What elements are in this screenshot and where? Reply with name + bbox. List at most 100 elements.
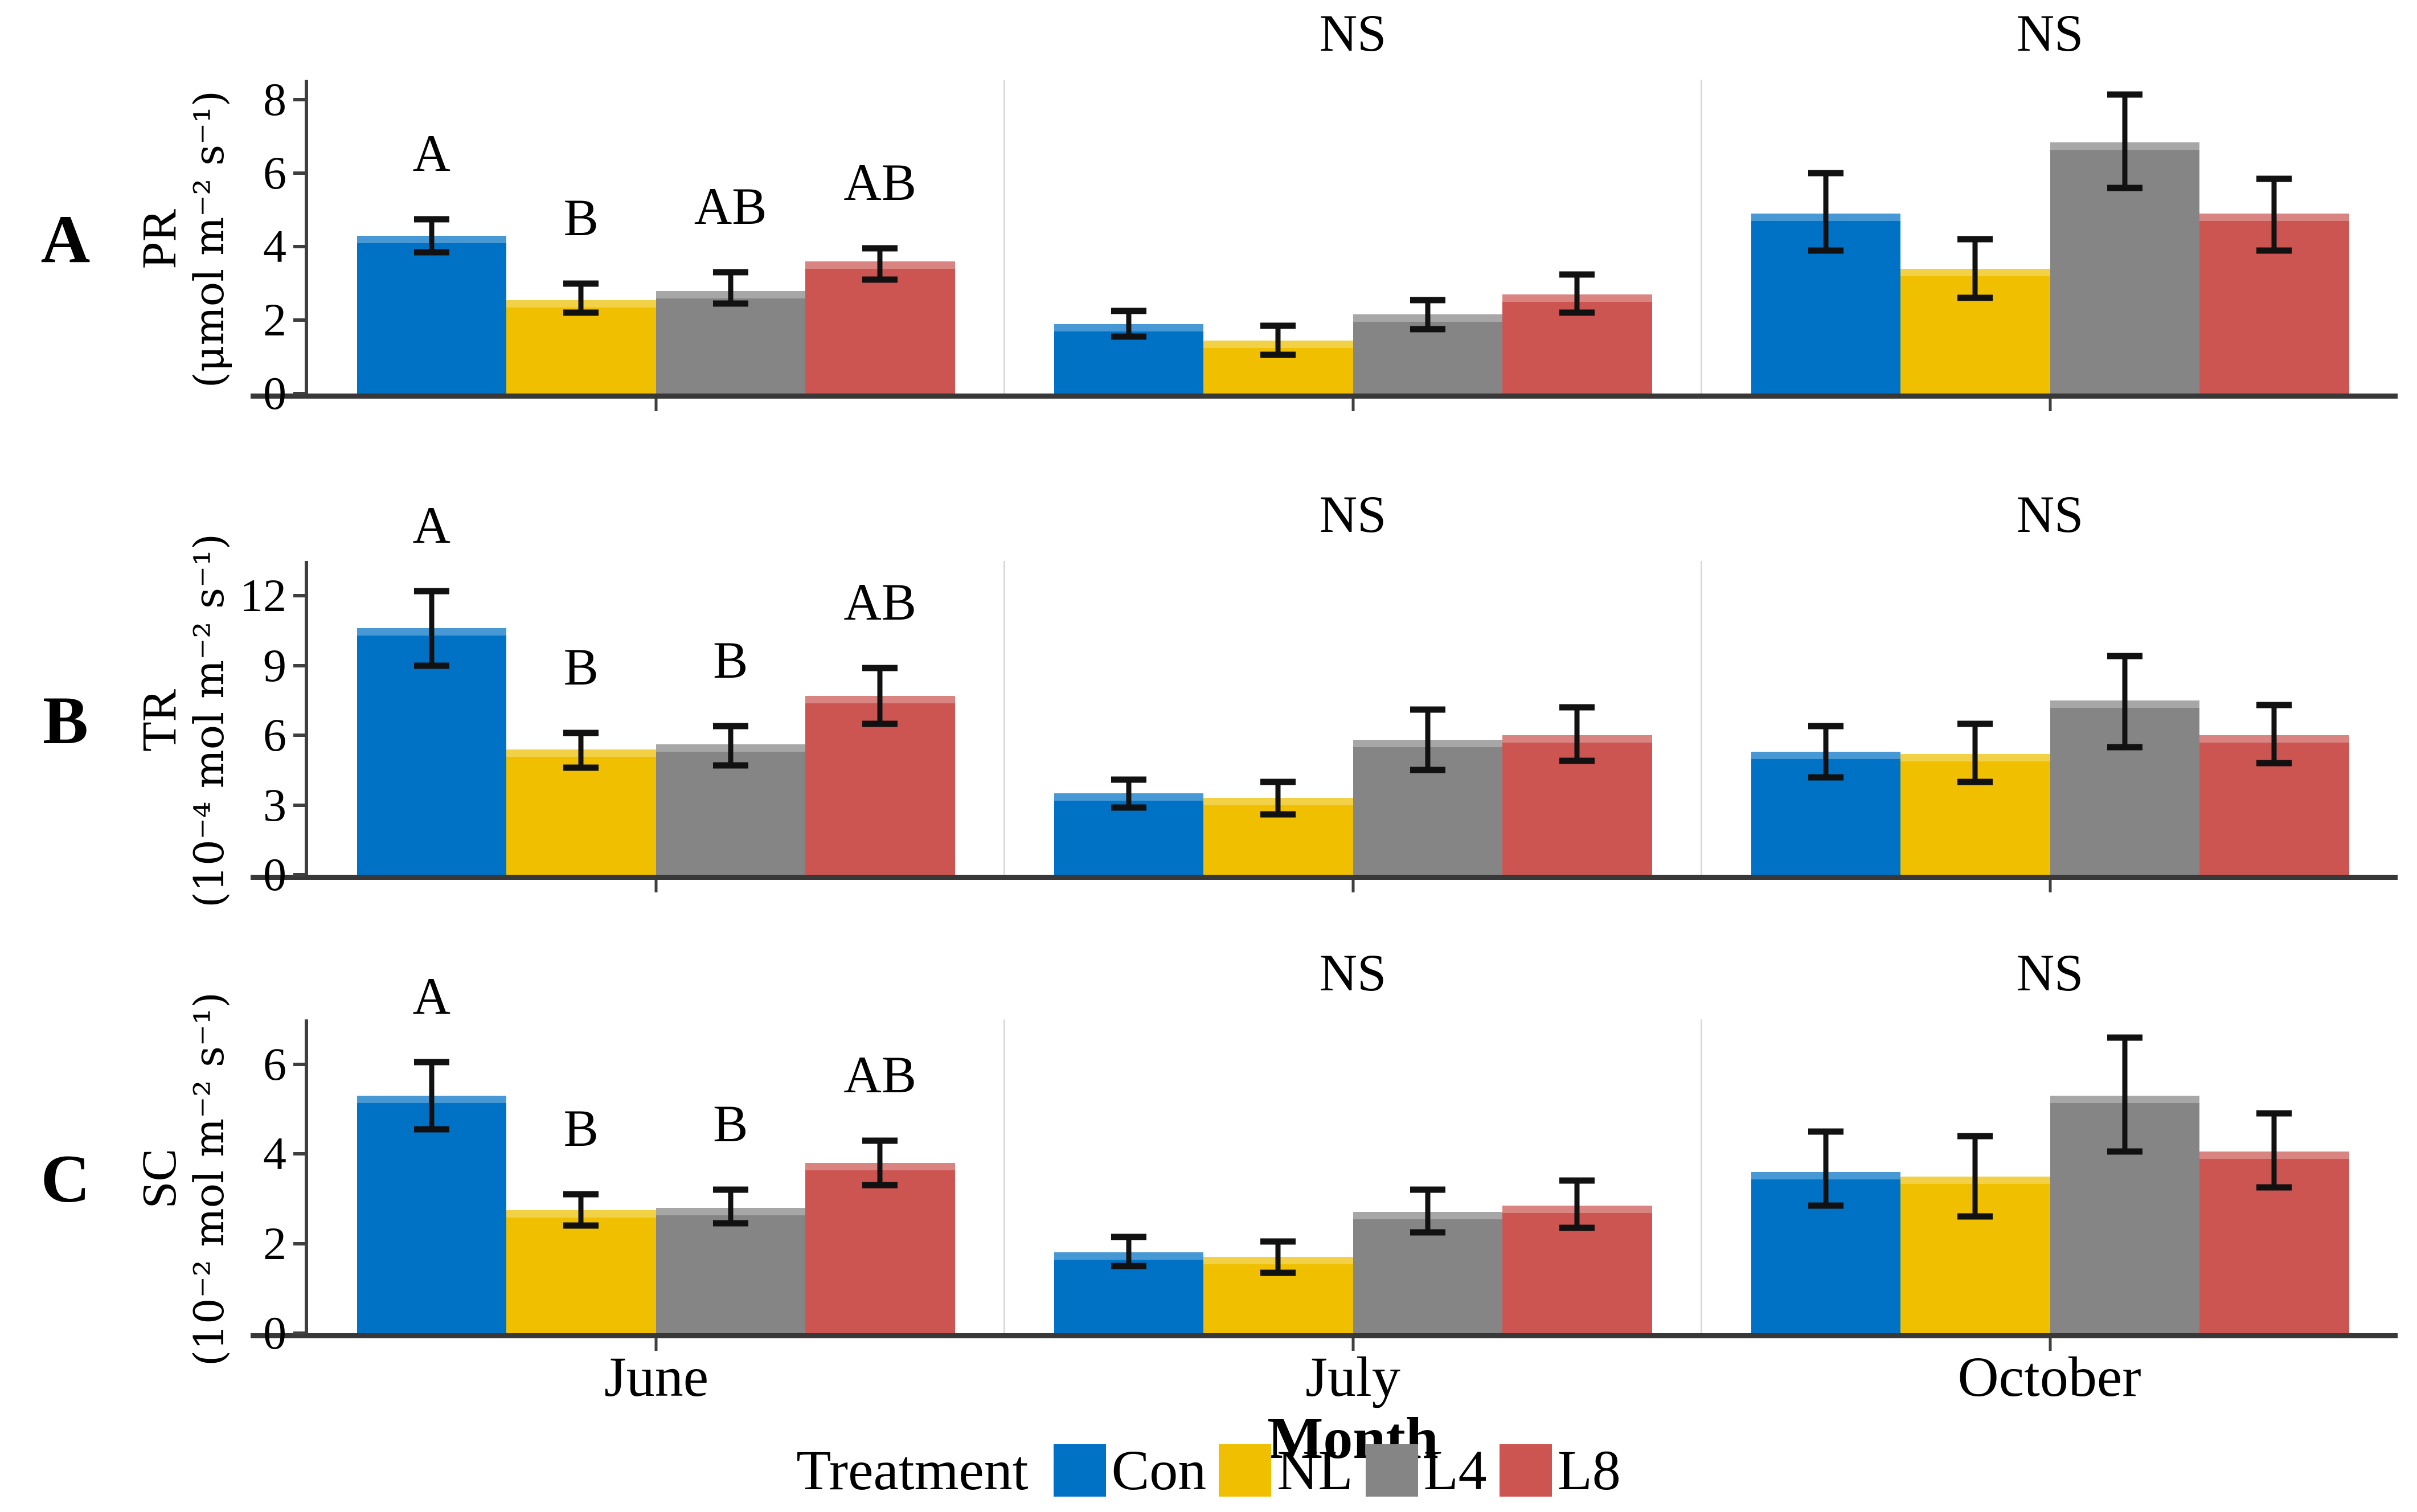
panel-a-october: NS [1701, 7, 2398, 411]
error-bar-line [1275, 325, 1281, 355]
error-bar-line [1275, 1241, 1281, 1273]
error-bar-cap-high [1410, 297, 1445, 304]
bar-nl-july [1203, 340, 1353, 394]
bar-slot-l8-july [1502, 80, 1652, 394]
legend: Treatment Con NL L4 L8 [0, 1442, 2417, 1499]
ns-annotation: NS [2016, 944, 2084, 1002]
bar-slot-l8-july [1502, 1019, 1652, 1333]
bar-group-october [1702, 1019, 2398, 1333]
error-bar-cap-high [862, 665, 898, 671]
legend-title: Treatment [796, 1439, 1029, 1502]
error-bar-line [2122, 94, 2128, 189]
significance-letter: B [713, 1095, 748, 1153]
error-bar-line [728, 272, 734, 304]
error-bar-cap-high [1957, 1133, 1993, 1140]
bar-slot-con-july [1054, 80, 1203, 394]
bar-nl-june [506, 1210, 656, 1333]
bar-slot-nl-july [1203, 561, 1353, 875]
error-bar-cap-low [2256, 1184, 2292, 1191]
y-tick-mark [293, 1152, 305, 1156]
error-bar-cap-high [1410, 706, 1445, 713]
error-bar-cap-high [1260, 322, 1296, 329]
legend-label-l8: L8 [1557, 1439, 1621, 1502]
error-bar-line [1126, 779, 1132, 808]
error-bar-cap-high [1111, 776, 1146, 783]
error-bar-line [1574, 707, 1580, 761]
y-tick-mark [293, 1331, 305, 1335]
y-tick-label: 0 [263, 367, 286, 419]
error-bar-cap-low [1808, 774, 1844, 781]
legend-swatch-nl-icon [1219, 1444, 1272, 1497]
legend-label-l4: L4 [1423, 1439, 1487, 1502]
error-bar-cap-low [1260, 1269, 1296, 1276]
error-bar-cap-high [2107, 91, 2142, 98]
bar-l8-june [805, 695, 955, 875]
error-bar-cap-low [1410, 1229, 1445, 1236]
error-bar-line [578, 733, 584, 768]
x-tick-label-october: October [1957, 1345, 2141, 1408]
bar-group-july [1005, 561, 1701, 875]
ns-annotation: NS [2016, 485, 2084, 543]
bar-slot-l4-june: B [656, 561, 805, 875]
panel-c-july: NS [1003, 946, 1701, 1351]
y-tick-mark [293, 873, 305, 876]
y-axis-unit-label: (μmol m⁻² s⁻¹) [185, 90, 233, 388]
bar-slot-l4-october [2050, 1019, 2199, 1333]
error-bar-cap-low [862, 1182, 898, 1189]
significance-letter: A [412, 124, 450, 182]
bar-slot-nl-october [1900, 561, 2050, 875]
error-bar-cap-high [1559, 704, 1595, 711]
plot-area-a: 0 2 4 6 8 A B AB AB NS NS [251, 7, 2398, 417]
y-tick-label: 6 [263, 709, 286, 761]
y-tick-label: 12 [240, 569, 286, 622]
error-bar-line [1823, 1131, 1829, 1206]
error-bar-cap-low [2256, 247, 2292, 254]
bar-con-june [357, 235, 506, 394]
legend-item-l8: L8 [1499, 1439, 1621, 1502]
y-axis-unit-label: (10⁻² mol m⁻² s⁻¹) [185, 991, 233, 1366]
bar-group-july [1005, 80, 1701, 394]
error-bar-cap-low [2107, 1148, 2142, 1155]
significance-letter: AB [843, 1045, 917, 1104]
panel-b-october: NS [1701, 488, 2398, 892]
error-bar-line [877, 248, 883, 280]
error-bar-cap-high [1808, 723, 1844, 730]
x-axis-category-labels: June July October [308, 1349, 2398, 1406]
significance-letter: A [412, 966, 450, 1025]
error-bar-line [429, 219, 435, 252]
bar-slot-l4-october [2050, 561, 2199, 875]
error-bar-cap-high [862, 1137, 898, 1144]
x-tick-mark [2049, 1338, 2051, 1351]
error-bar-line [1425, 300, 1431, 330]
bar-slot-l4-october [2050, 80, 2199, 394]
y-tick-label: 6 [263, 1038, 286, 1090]
month-panels: A B B AB NS NS [308, 488, 2398, 892]
error-bar-cap-low [2107, 744, 2142, 751]
error-bar-cap-low [1808, 1202, 1844, 1209]
y-tick-mark [293, 245, 305, 249]
error-bar-cap-high [2256, 175, 2292, 182]
error-bar-cap-low [413, 249, 449, 256]
error-bar-line [1823, 726, 1829, 777]
error-bar-cap-low [1559, 309, 1595, 316]
y-tick-mark [293, 318, 305, 322]
legend-swatch-l8-icon [1499, 1444, 1552, 1497]
bar-slot-l8-october [2199, 80, 2349, 394]
panel-row-c: C SC (10⁻² mol m⁻² s⁻¹) 0 2 4 6 A B B AB NS NS [17, 946, 2398, 1366]
error-bar-line [1972, 1136, 1978, 1217]
bar-slot-nl-july [1203, 1019, 1353, 1333]
significance-letter: AB [843, 153, 917, 212]
y-tick-label: 2 [263, 1217, 286, 1269]
bar-group-october [1702, 80, 2398, 394]
panel-letter-b: B [42, 682, 89, 758]
bar-slot-l4-july [1353, 80, 1502, 394]
error-bar-cap-low [1111, 804, 1146, 811]
plot-area-c: 0 2 4 6 A B B AB NS NS [251, 946, 2398, 1357]
significance-letter: B [563, 1099, 599, 1157]
error-bar-line [1275, 781, 1281, 814]
bar-con-june [357, 1095, 506, 1333]
bar-slot-con-july [1054, 561, 1203, 875]
panel-b-june: A B B AB [308, 499, 1003, 892]
bar-group-october [1702, 561, 2398, 875]
error-bar-line [1126, 1236, 1132, 1266]
